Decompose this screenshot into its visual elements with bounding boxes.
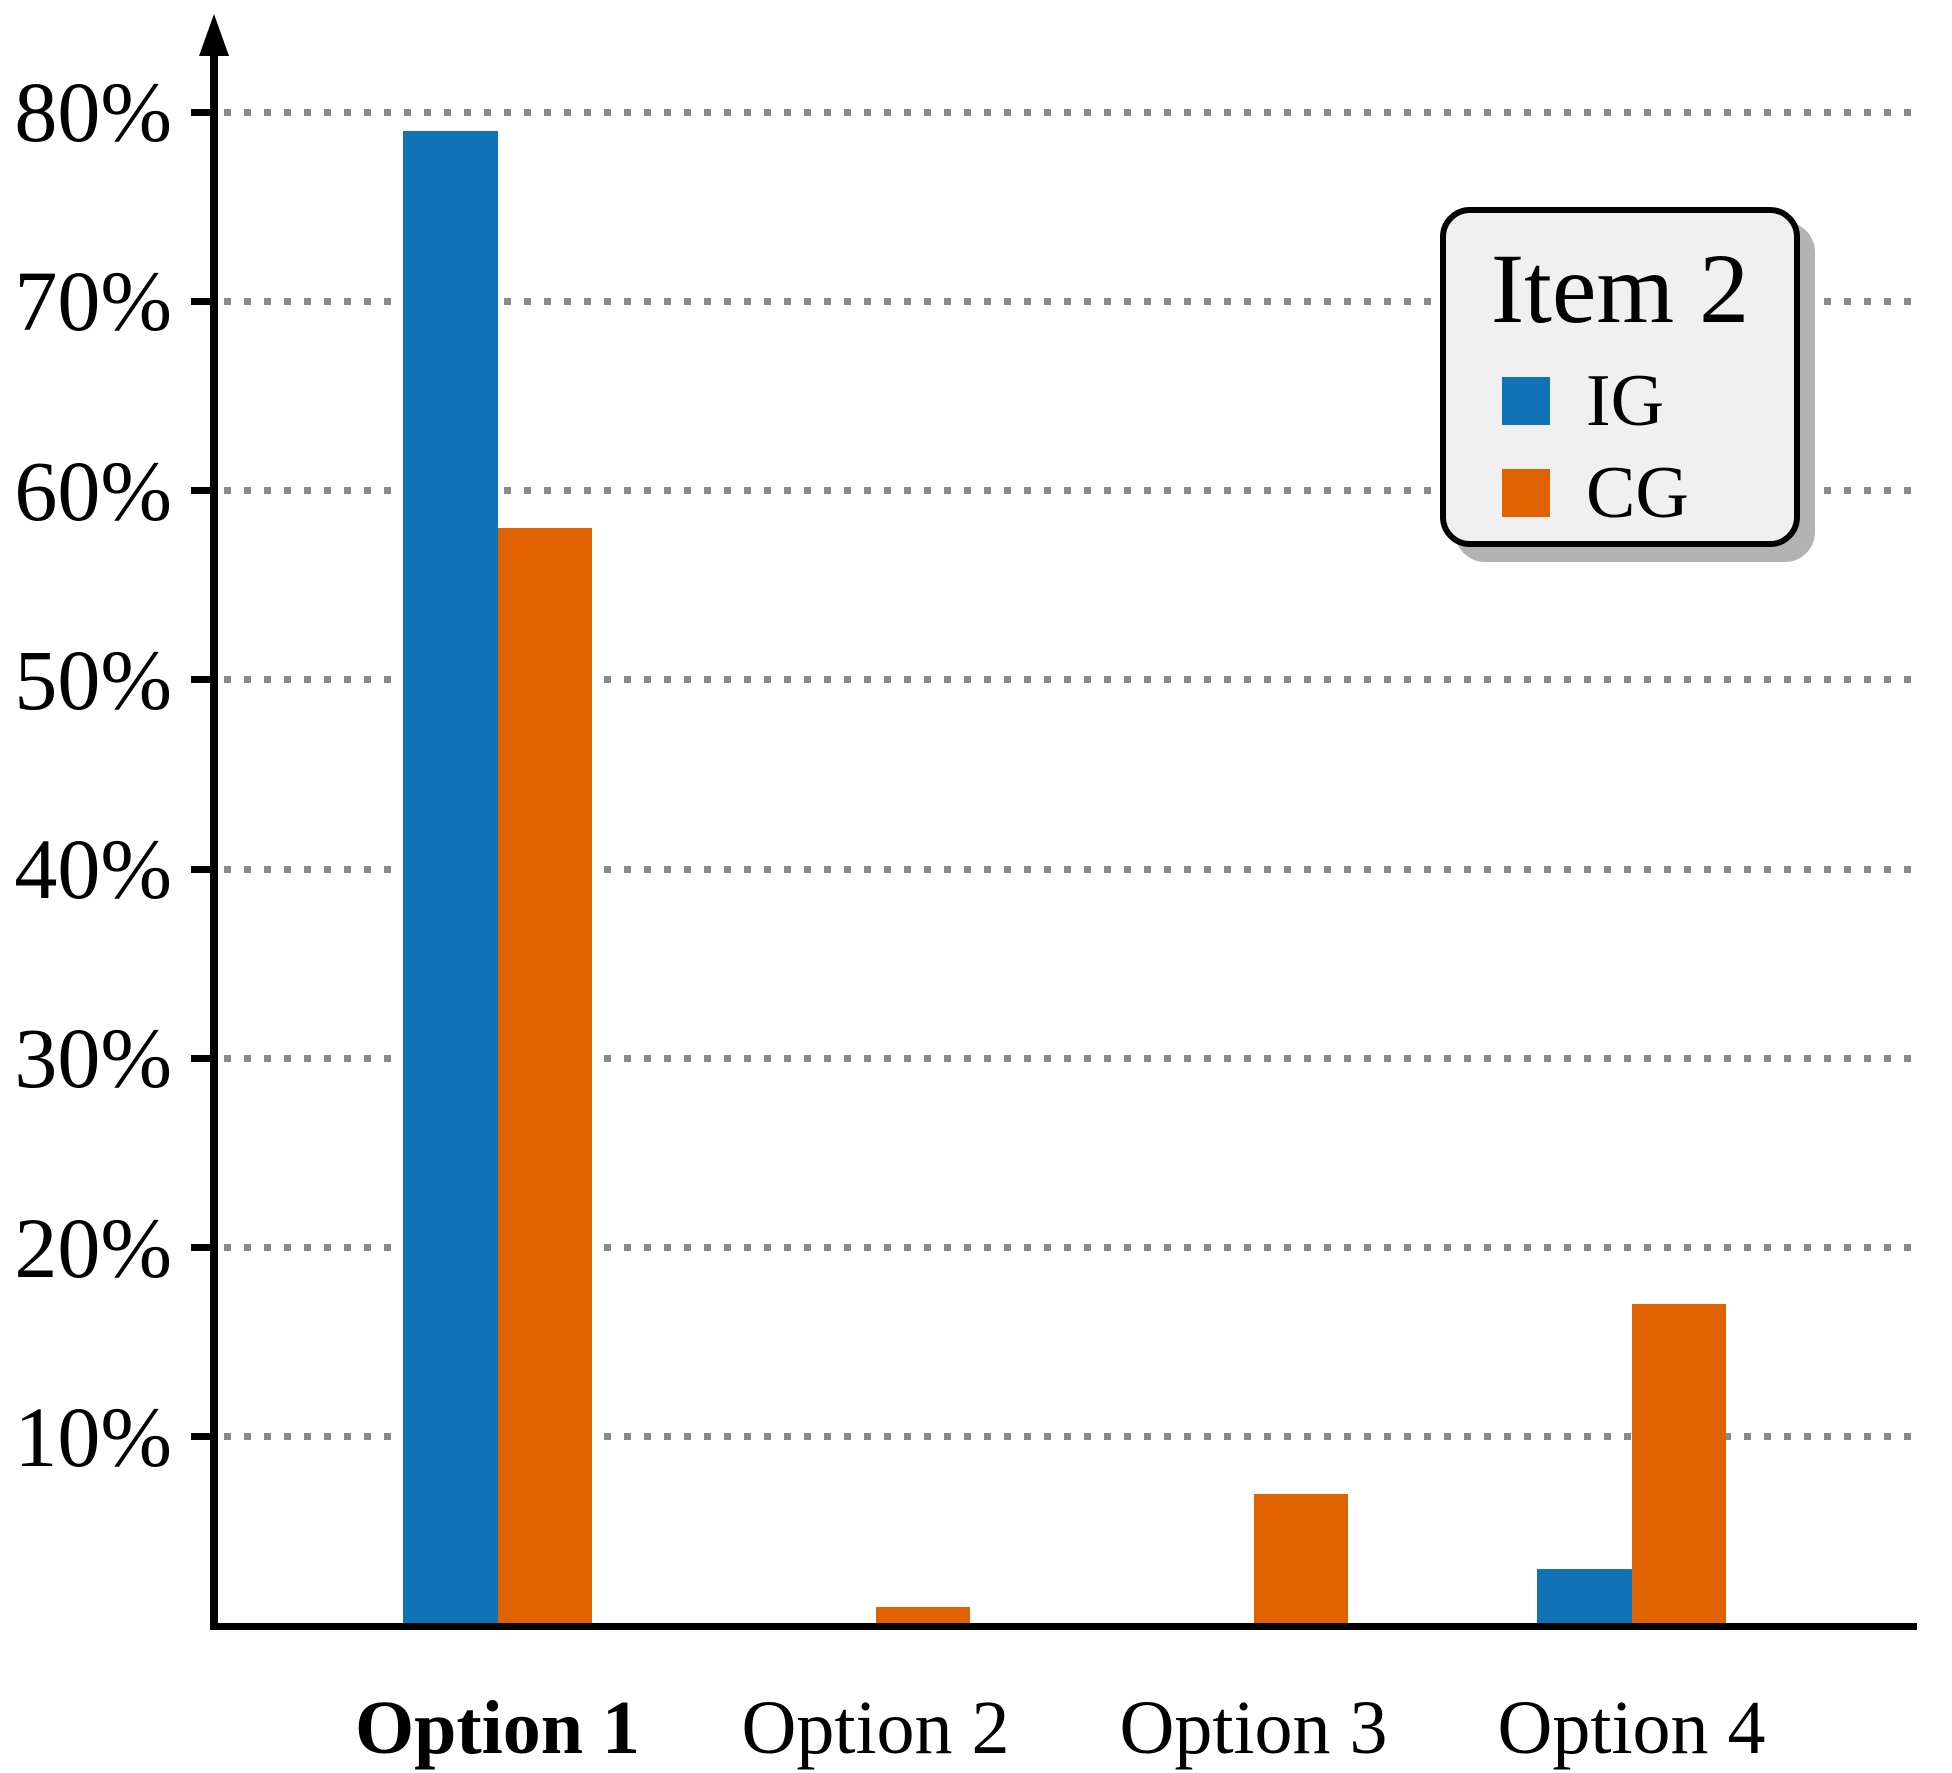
legend-item-label-ig: IG xyxy=(1586,360,1665,442)
y-axis-tick-40- xyxy=(191,865,215,873)
bar-cg-option-2 xyxy=(875,1607,970,1626)
y-tick-label-60-: 60% xyxy=(14,442,172,539)
gridline-40- xyxy=(224,865,1912,873)
gridline-50- xyxy=(224,676,1912,684)
bar-cg-option-4 xyxy=(1631,1304,1726,1626)
y-axis-tick-20- xyxy=(191,1244,215,1251)
x-category-label-option-2: Option 2 xyxy=(741,1686,1010,1770)
y-axis-tick-10- xyxy=(191,1433,215,1441)
gridline-10- xyxy=(224,1433,1912,1441)
legend-item-ig: IG xyxy=(1502,355,1794,447)
y-tick-label-30-: 30% xyxy=(14,1010,172,1107)
x-category-label-option-1: Option 1 xyxy=(354,1686,641,1770)
y-axis-tick-50- xyxy=(191,676,215,684)
y-tick-label-80-: 80% xyxy=(14,64,172,160)
gridline-80- xyxy=(224,108,1912,116)
x-axis xyxy=(210,1623,1917,1630)
bar-ig-option-4 xyxy=(1537,1569,1632,1626)
legend-item-label-cg: CG xyxy=(1586,452,1689,534)
y-tick-label-50-: 50% xyxy=(14,631,172,728)
y-tick-label-20-: 20% xyxy=(14,1199,172,1296)
y-axis-tick-70- xyxy=(191,297,215,305)
y-tick-label-10-: 10% xyxy=(14,1388,172,1485)
x-category-label-option-4: Option 4 xyxy=(1497,1686,1766,1770)
legend-item-cg: CG xyxy=(1502,447,1794,539)
bar-ig-option-1 xyxy=(403,130,498,1626)
gridline-30- xyxy=(224,1054,1912,1062)
y-tick-label-40-: 40% xyxy=(14,821,172,917)
y-axis xyxy=(210,46,218,1629)
legend-items: IG CG xyxy=(1502,355,1794,539)
legend-swatch-cg xyxy=(1502,469,1550,517)
y-axis-tick-30- xyxy=(191,1054,215,1062)
y-tick-label-70-: 70% xyxy=(14,253,172,350)
gridline-60- xyxy=(224,487,1912,494)
x-category-label-option-3: Option 3 xyxy=(1119,1686,1388,1770)
legend: Item 2 IG CG xyxy=(1440,207,1800,547)
y-axis-tick-80- xyxy=(191,108,215,116)
y-axis-tick-60- xyxy=(191,487,215,494)
bar-cg-option-3 xyxy=(1253,1493,1348,1626)
gridline-70- xyxy=(224,297,1912,305)
gridline-20- xyxy=(224,1244,1912,1251)
legend-swatch-ig xyxy=(1502,377,1550,425)
bar-cg-option-1 xyxy=(497,528,592,1626)
legend-title: Item 2 xyxy=(1490,233,1750,344)
